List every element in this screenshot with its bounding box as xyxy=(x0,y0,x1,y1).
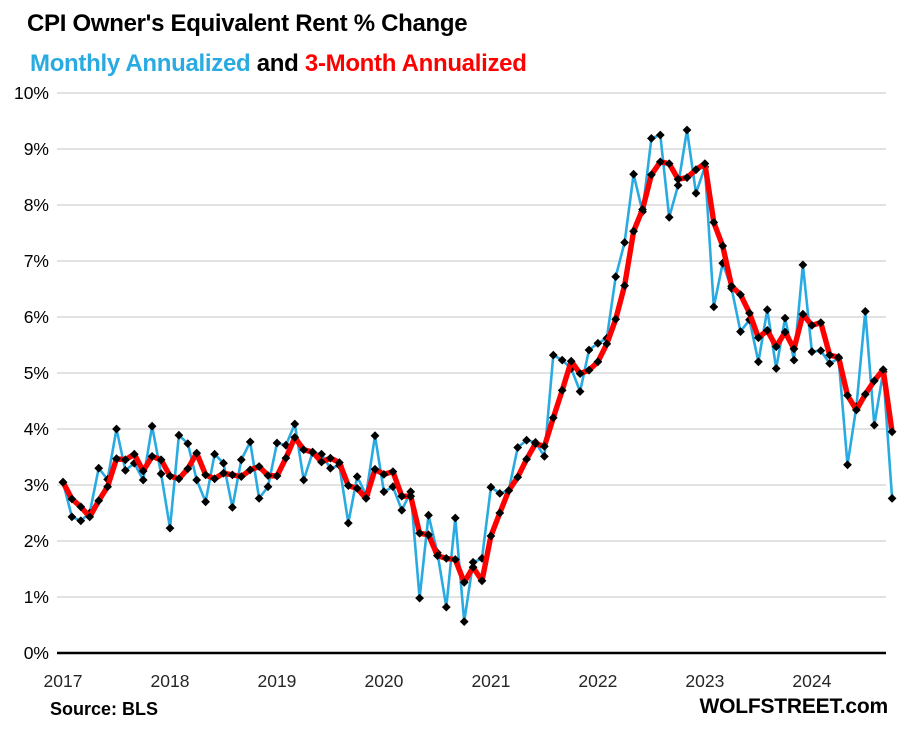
gridlines xyxy=(57,92,886,655)
y-axis-label: 6% xyxy=(24,307,49,327)
x-axis-label: 2019 xyxy=(257,671,296,691)
y-axis-label: 1% xyxy=(24,587,49,607)
x-axis-label: 2022 xyxy=(578,671,617,691)
x-axis-label: 2024 xyxy=(792,671,831,691)
y-axis-label: 10% xyxy=(14,83,49,103)
x-axis-label: 2017 xyxy=(44,671,83,691)
y-axis-label: 0% xyxy=(24,643,49,663)
series-3-month-annualized xyxy=(58,157,897,587)
legend-and-text: and xyxy=(250,50,305,77)
series-line-monthly-annualized xyxy=(61,128,894,623)
brand-wolfstreet: WOLFSTREET.com xyxy=(699,695,888,718)
y-axis-label: 5% xyxy=(24,363,49,383)
y-axis-label: 3% xyxy=(24,475,49,495)
x-axis-label: 2023 xyxy=(685,671,724,691)
chart-title: CPI Owner's Equivalent Rent % Change xyxy=(27,10,468,37)
legend-monthly-annualized: Monthly Annualized xyxy=(30,50,251,77)
y-axis-labels: 0% 1% 2% 3% 4% 5% 6% 7% 8% 9% 10% xyxy=(14,83,49,663)
series-markers-3-month-annualized xyxy=(58,157,897,587)
legend-3-month-annualized: 3-Month Annualized xyxy=(304,50,527,77)
y-axis-label: 9% xyxy=(24,139,49,159)
y-axis-label: 2% xyxy=(24,531,49,551)
series-monthly-annualized xyxy=(58,125,897,626)
x-axis-label: 2020 xyxy=(364,671,403,691)
y-axis-label: 4% xyxy=(24,419,49,439)
series-line-3-month-annualized xyxy=(60,159,895,586)
chart-subtitle: Monthly Annualized and 3-Month Annualize… xyxy=(30,50,527,78)
x-axis-label: 2021 xyxy=(471,671,510,691)
x-axis-labels: 2017 2018 2019 2020 2021 2022 2023 2024 xyxy=(44,671,832,691)
series-markers-monthly-annualized xyxy=(58,125,897,626)
y-axis-label: 7% xyxy=(24,251,49,271)
y-axis-label: 8% xyxy=(24,195,49,215)
x-axis-label: 2018 xyxy=(151,671,190,691)
source-note: Source: BLS xyxy=(50,699,159,719)
